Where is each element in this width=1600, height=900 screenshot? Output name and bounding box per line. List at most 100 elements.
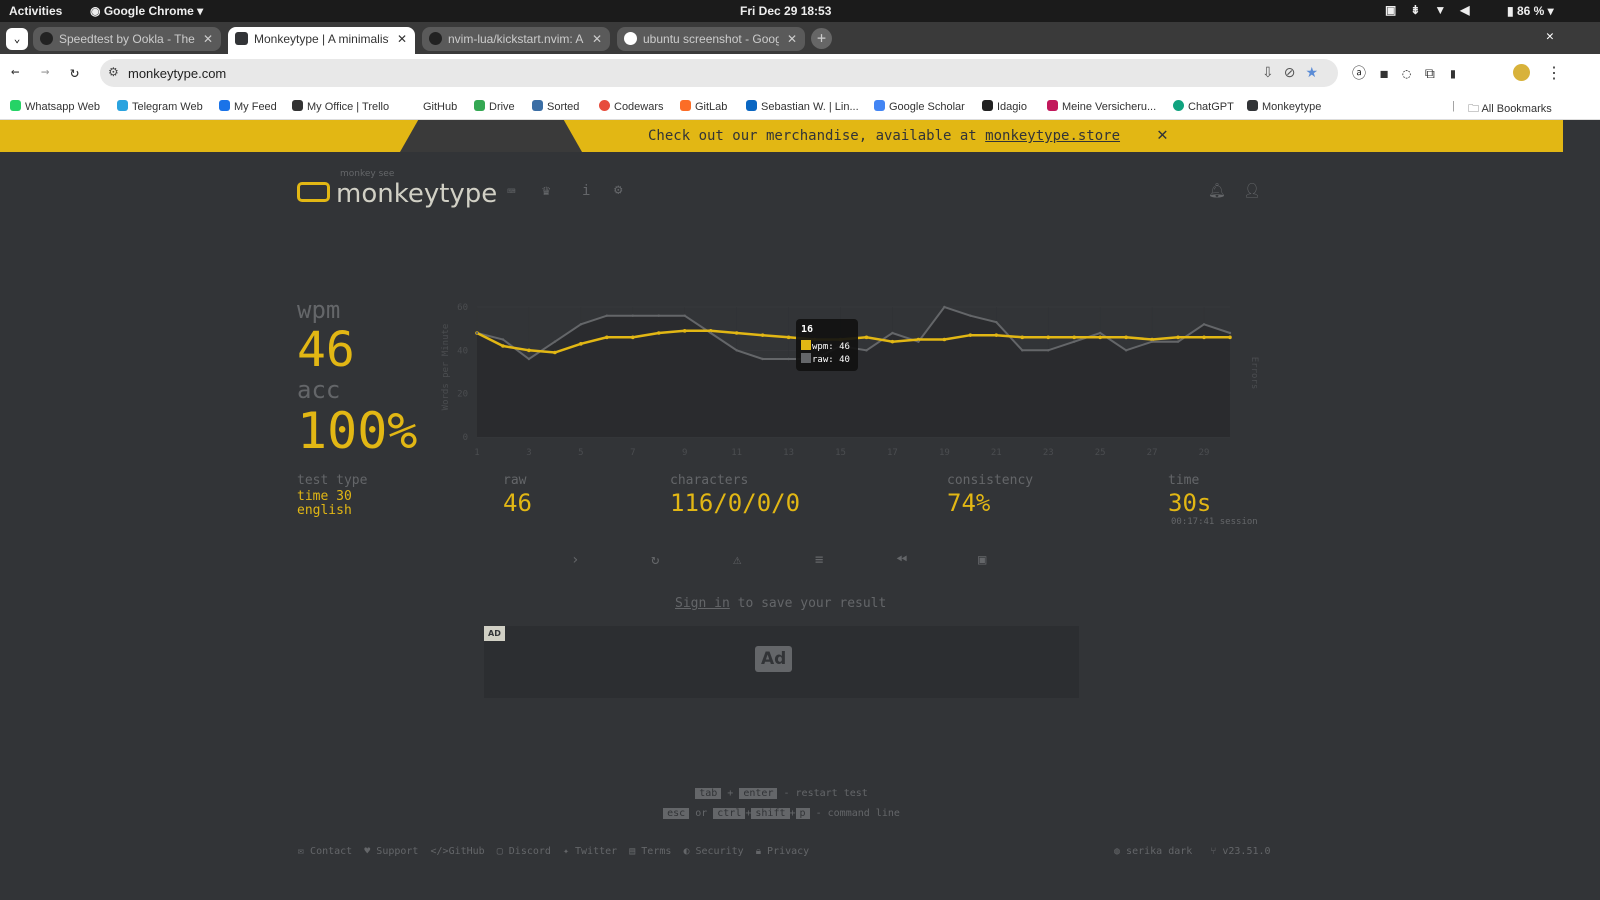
- raw-point: [1073, 340, 1076, 343]
- site-info-icon[interactable]: ⚙: [108, 65, 119, 79]
- footer-contact[interactable]: ✉ Contact: [298, 846, 353, 857]
- bookmark-myfeed[interactable]: My Feed: [219, 100, 277, 113]
- bookmark-sorted[interactable]: Sorted: [532, 100, 579, 113]
- google-icon: [624, 32, 637, 45]
- raw-point: [787, 357, 790, 361]
- footer-discord[interactable]: ▢ Discord: [496, 846, 551, 857]
- footer-twitter[interactable]: ✦ Twitter: [562, 846, 618, 857]
- raw-point: [917, 340, 920, 343]
- raw-point: [943, 305, 946, 309]
- wpm-point: [527, 348, 531, 353]
- footer-support[interactable]: ♥ Support: [364, 846, 419, 857]
- forward-button[interactable]: →: [41, 64, 50, 80]
- tooltip-raw: raw: 40: [812, 355, 850, 365]
- speedtest-icon: [40, 32, 53, 45]
- close-icon[interactable]: ✕: [786, 32, 797, 46]
- close-icon[interactable]: ✕: [591, 32, 602, 46]
- close-icon[interactable]: ✕: [202, 32, 213, 46]
- bookmark-label: GitHub: [423, 101, 458, 113]
- bell-icon[interactable]: 🔔︎: [1208, 183, 1226, 199]
- clock[interactable]: Fri Dec 29 18:53: [740, 4, 832, 18]
- bookmark-versicherung[interactable]: Meine Versicheru...: [1047, 100, 1156, 113]
- tab-search-button[interactable]: ⌄: [6, 28, 28, 50]
- tab-label: Speedtest by Ookla - The Gl: [59, 32, 195, 46]
- wpm-point: [1020, 335, 1025, 340]
- avatar[interactable]: [1513, 64, 1530, 81]
- warning-icon[interactable]: ⚠: [733, 552, 742, 568]
- bookmark-trello[interactable]: My Office | Trello: [292, 100, 389, 113]
- back-button[interactable]: ←: [11, 64, 20, 80]
- sign-in-link[interactable]: Sign in: [675, 596, 730, 611]
- footer-github[interactable]: </>GitHub: [430, 846, 485, 857]
- close-window-button[interactable]: ✕: [1546, 29, 1554, 44]
- screenshot-icon[interactable]: ▣: [978, 552, 987, 568]
- wpm-point: [553, 350, 557, 355]
- raw-point: [1047, 349, 1050, 352]
- bookmark-codewars[interactable]: Codewars: [599, 100, 664, 113]
- y-tick-label: 60: [457, 303, 468, 313]
- bookmark-gitlab[interactable]: GitLab: [680, 100, 727, 113]
- scholar-icon: [874, 100, 885, 111]
- menu-button[interactable]: ⋮: [1546, 63, 1562, 82]
- bookmark-whatsapp[interactable]: Whatsapp Web: [10, 100, 100, 113]
- wpm-point: [890, 339, 895, 344]
- info-icon[interactable]: i: [582, 183, 591, 199]
- link-label: Privacy: [767, 846, 810, 857]
- x-tick-label: 13: [783, 448, 794, 458]
- ad-container[interactable]: AD Ad: [484, 626, 1079, 698]
- battery-indicator[interactable]: ▮ 86 % ▾: [1507, 4, 1554, 18]
- extension-icons[interactable]: ⓐ◼◌⧉▮: [1352, 66, 1472, 82]
- restart-icon[interactable]: ↻: [651, 552, 660, 568]
- bookmark-scholar[interactable]: Google Scholar: [874, 100, 965, 113]
- link-label: Security: [695, 846, 744, 857]
- tab-monkeytype[interactable]: Monkeytype | A minimalistic ✕: [228, 27, 415, 54]
- all-bookmarks-button[interactable]: 🗀 All Bookmarks: [1468, 100, 1552, 119]
- replay-icon[interactable]: ⏪︎: [896, 552, 908, 568]
- new-tab-button[interactable]: +: [811, 28, 832, 49]
- footer-security[interactable]: ◐ Security: [683, 846, 744, 857]
- footer-terms[interactable]: ▤ Terms: [629, 846, 672, 857]
- app-menu[interactable]: ◉ Google Chrome ▾: [90, 4, 204, 18]
- tab-google[interactable]: ubuntu screenshot - Google ✕: [617, 27, 805, 51]
- address-bar[interactable]: ⚙ monkeytype.com ⇩⊘★: [100, 59, 1338, 87]
- bookmark-monkeytype[interactable]: Monkeytype: [1247, 100, 1321, 113]
- key-shift: shift: [751, 808, 790, 819]
- wpm-point: [1072, 335, 1077, 340]
- omnibox-action-icons[interactable]: ⇩⊘★: [1261, 64, 1328, 80]
- words-history-icon[interactable]: ≡: [815, 552, 824, 568]
- version-button[interactable]: ⑂ v23.51.0: [1210, 846, 1271, 857]
- keyboard-icon[interactable]: ⌨: [507, 184, 516, 200]
- next-test-icon[interactable]: ›: [571, 552, 580, 568]
- sign-in-text: to save your result: [729, 596, 887, 611]
- close-banner-button[interactable]: ✕: [1157, 124, 1168, 145]
- merch-store-link[interactable]: monkeytype.store: [985, 128, 1121, 144]
- bookmark-idagio[interactable]: Idagio: [982, 100, 1027, 113]
- reload-button[interactable]: ↻: [70, 63, 80, 81]
- bookmark-chatgpt[interactable]: ChatGPT: [1173, 100, 1234, 113]
- theme-button[interactable]: ◍ serika dark: [1114, 846, 1193, 857]
- close-icon[interactable]: ✕: [396, 32, 407, 46]
- footer-privacy[interactable]: 🔒︎ Privacy: [755, 846, 810, 857]
- activities-button[interactable]: Activities: [9, 4, 63, 18]
- logo-text[interactable]: monkeytype: [336, 179, 498, 209]
- settings-icon[interactable]: ⚙: [614, 182, 623, 198]
- account-icon[interactable]: 👤︎: [1243, 183, 1261, 199]
- bookmark-star-icon[interactable]: ★: [1305, 64, 1328, 80]
- bookmark-label: My Feed: [234, 101, 277, 113]
- whatsapp-icon: [10, 100, 21, 111]
- bookmark-github[interactable]: GitHub: [408, 100, 457, 113]
- crown-icon[interactable]: ♛: [542, 183, 551, 199]
- tab-github[interactable]: nvim-lua/kickstart.nvim: A l ✕: [422, 27, 610, 51]
- consistency-label: consistency: [947, 473, 1034, 488]
- raw-point: [605, 314, 609, 317]
- tab-speedtest[interactable]: Speedtest by Ookla - The Gl ✕: [33, 27, 221, 51]
- bookmark-drive[interactable]: Drive: [474, 100, 515, 113]
- time-label: time: [1168, 473, 1200, 488]
- tray-icons[interactable]: ▣⇟▼◀: [1385, 3, 1484, 17]
- logo-icon[interactable]: [297, 182, 330, 202]
- bookmark-linkedin[interactable]: Sebastian W. | Lin...: [746, 100, 859, 113]
- tab-strip: ⌄ Speedtest by Ookla - The Gl ✕ Monkeytyp…: [0, 22, 1600, 54]
- bookmark-telegram[interactable]: Telegram Web: [117, 100, 203, 113]
- footer-right: ◍ serika dark ⑂ v23.51.0: [1114, 846, 1271, 857]
